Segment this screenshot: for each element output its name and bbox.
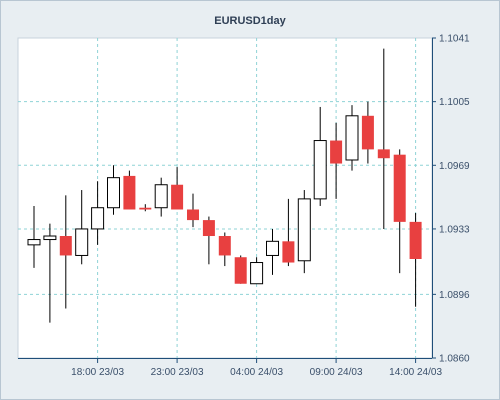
candle-body-bullish [27, 239, 41, 246]
candle-body-bearish [282, 241, 295, 263]
axis-layer: 1.1041 1.1005 1.0969 1.0933 1.0896 1.0860 18:0… [18, 34, 470, 378]
y-tick-label: 1.1005 [439, 97, 470, 108]
candle-body-bullish [297, 198, 311, 262]
y-tick-label: 1.0933 [439, 224, 470, 235]
candle-body-bullish [43, 235, 57, 241]
y-tick-label: 1.0969 [439, 161, 470, 172]
candle-body-bearish [393, 154, 406, 222]
x-tick-label: 09:00 24/03 [310, 367, 363, 378]
candle-body-bearish [123, 175, 136, 210]
candle-body-bearish [218, 236, 231, 256]
candle-body-bearish [202, 220, 215, 237]
candle-layer [27, 48, 422, 323]
candle-body-bullish [91, 207, 105, 230]
candle-body-bearish [234, 257, 247, 284]
candle-body-bearish [187, 209, 199, 221]
y-tick-label: 1.0896 [439, 290, 470, 301]
candle-body-bearish [361, 115, 374, 150]
candle-body-bullish [107, 177, 120, 209]
candle-body-bullish [313, 140, 327, 200]
y-tick-label: 1.0860 [439, 354, 470, 365]
candle-body-bullish [345, 115, 359, 161]
candle-body-bearish [59, 236, 72, 256]
candle-body-bearish [330, 140, 343, 164]
x-tick-label: 18:00 23/03 [71, 367, 124, 378]
y-tick-label: 1.1041 [439, 34, 470, 45]
candle-body-bullish [154, 184, 168, 209]
plot-area [17, 37, 433, 359]
x-tick-label: 23:00 23/03 [151, 367, 204, 378]
candle-body-bearish [409, 221, 422, 259]
chart-title: EURUSD1day [214, 15, 286, 27]
candle-body-bearish [139, 207, 152, 210]
x-tick-label: 04:00 24/03 [230, 367, 283, 378]
candle-body-bullish [75, 228, 89, 256]
candle-body-bearish [377, 149, 390, 159]
x-tick-label: 14:00 24/03 [389, 367, 442, 378]
candle-body-bullish [266, 240, 279, 256]
candle-body-bullish [250, 262, 264, 285]
candle-body-bearish [171, 184, 184, 210]
